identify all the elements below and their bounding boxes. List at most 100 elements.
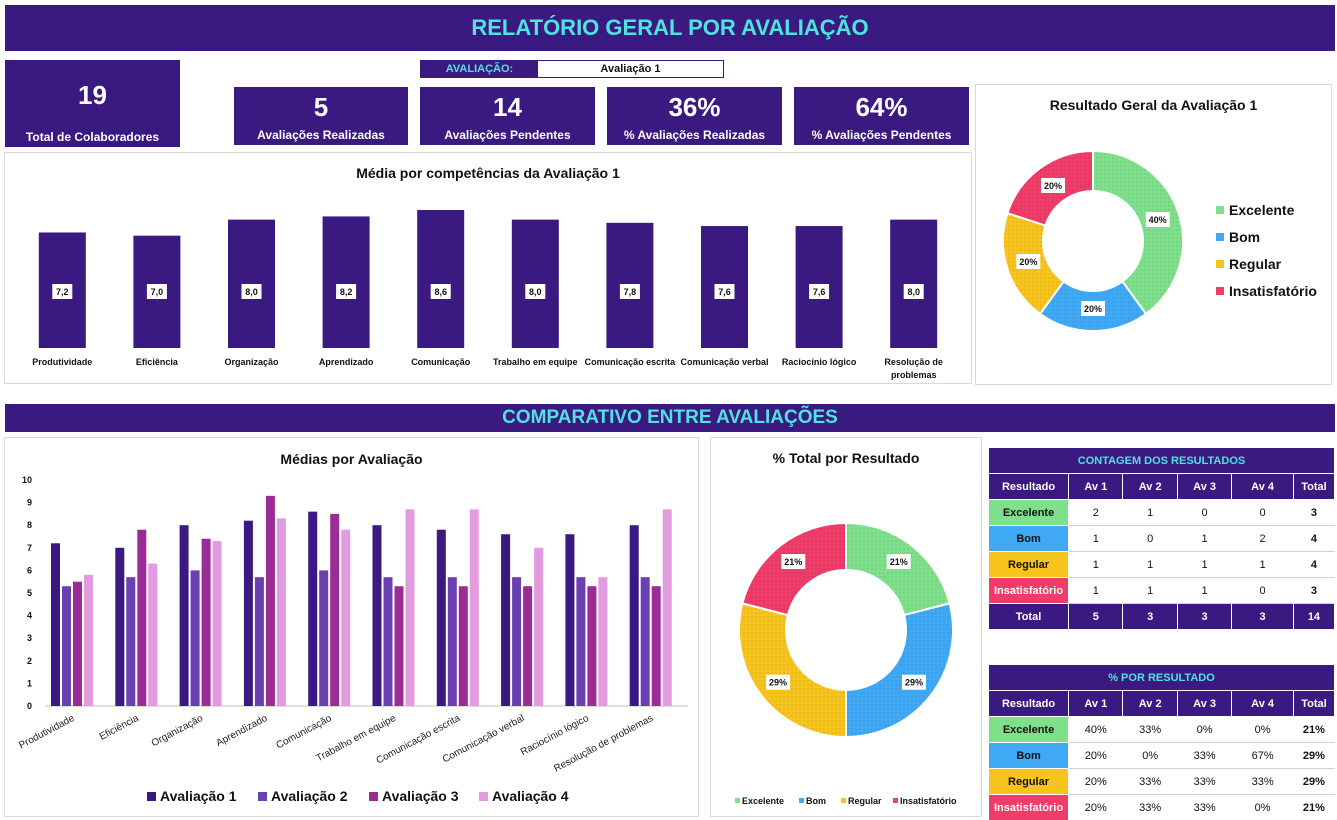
table-cell: 4 [1292, 551, 1336, 578]
column-header: Av 3 [1176, 690, 1233, 717]
x-tick-label: Eficiência [98, 713, 141, 743]
competencias-chart-panel: Média por competências da Avaliação 1 7,… [4, 152, 972, 384]
chart-title: % Total por Resultado [772, 450, 920, 466]
data-label: 8,2 [336, 284, 357, 299]
competencias-bar-chart: 7,2 Produtividade 7,0 Eficiência 8,0 Organiza… [32, 210, 943, 380]
kpi-avaliacoes-realizadas: 5 Avaliações Realizadas [234, 87, 408, 145]
bar [190, 570, 200, 706]
svg-text:7,8: 7,8 [624, 287, 637, 297]
y-tick-label: 6 [27, 565, 32, 575]
bar [534, 547, 544, 706]
column-header: Av 1 [1068, 473, 1124, 500]
slice-excelente [1092, 149, 1184, 316]
kpi-value: 19 [78, 80, 107, 110]
bar [417, 210, 465, 348]
row-label: Bom [987, 742, 1070, 769]
bar [228, 219, 275, 348]
svg-text:20%: 20% [1044, 181, 1062, 191]
filter-select[interactable]: Avaliação 1 [538, 61, 723, 77]
svg-text:Avaliação 4: Avaliação 4 [492, 788, 569, 804]
table-cell: 0 [1231, 577, 1294, 604]
table-cell: 1 [1176, 551, 1233, 578]
column-header: Resultado [987, 690, 1070, 717]
data-label: 8,0 [241, 284, 262, 299]
svg-text:8,0: 8,0 [907, 287, 920, 297]
svg-text:Insatisfatório: Insatisfatório [900, 796, 957, 806]
bar [276, 518, 286, 706]
filter-label: AVALIAÇÃO: [421, 61, 538, 77]
slice-label: 21% [781, 554, 806, 570]
data-label: 8,6 [430, 284, 451, 299]
svg-text:8,0: 8,0 [245, 287, 258, 297]
data-label: 7,2 [52, 284, 73, 299]
bar [265, 495, 275, 706]
svg-text:7,6: 7,6 [718, 287, 731, 297]
legend-swatch [1216, 233, 1224, 241]
bar [322, 216, 370, 348]
table-cell: 40% [1068, 716, 1124, 743]
resultado-geral-donut: 40% 20% 20% 20% Excelente Bom Regular Insatisfa… [1002, 149, 1317, 332]
svg-text:7,2: 7,2 [56, 287, 69, 297]
x-tick-label: Produtividade [17, 713, 77, 752]
tick-label: Aprendizado [319, 357, 374, 367]
legend-item: Avaliação 2 [258, 788, 348, 804]
slice-label: 20% [1041, 177, 1066, 193]
bar [501, 534, 511, 706]
table-cell: 0% [1176, 716, 1233, 743]
y-tick-label: 0 [27, 701, 32, 711]
bar [523, 586, 533, 706]
legend-item: Avaliação 3 [369, 788, 459, 804]
tick-label: Eficiência [136, 357, 179, 367]
bar [73, 581, 82, 706]
legend-label: Excelente [1229, 202, 1295, 218]
bar [341, 529, 351, 706]
table-row: Insatisfatório 1 1 1 0 3 [987, 577, 1336, 604]
bar [576, 577, 586, 706]
header-banner: RELATÓRIO GERAL POR AVALIAÇÃO [5, 5, 1335, 51]
row-label: Insatisfatório [987, 577, 1070, 604]
table-cell: 1 [1231, 551, 1294, 578]
table-cell: 33% [1122, 716, 1178, 743]
kpi-label: % Avaliações Pendentes [811, 128, 952, 142]
y-tick-label: 4 [27, 611, 32, 621]
table-cell: 1 [1068, 551, 1124, 578]
table-cell: 21% [1292, 716, 1336, 743]
svg-text:40%: 40% [1149, 215, 1167, 225]
table-cell: 0 [1231, 499, 1294, 526]
y-tick-label: 3 [27, 633, 32, 643]
svg-text:Excelente: Excelente [742, 796, 784, 806]
total-resultado-panel: % Total por Resultado 21% 29% 29% 21% Excele… [710, 437, 982, 817]
tick-label: Raciocínio lógico [782, 357, 857, 367]
total-row: Total 5 3 3 3 14 [987, 603, 1336, 630]
svg-text:20%: 20% [1019, 257, 1037, 267]
svg-text:Avaliação 3: Avaliação 3 [382, 788, 459, 804]
table-row: Excelente 40% 33% 0% 0% 21% [987, 716, 1336, 743]
kpi-pct-realizadas: 36% % Avaliações Realizadas [607, 87, 782, 145]
column-header: Av 2 [1122, 473, 1178, 500]
tick-label: Comunicação verbal [680, 357, 768, 367]
svg-text:29%: 29% [905, 678, 923, 688]
row-label: Bom [987, 525, 1070, 552]
bar [469, 509, 479, 706]
table-cell: 3 [1292, 577, 1336, 604]
kpi-label: % Avaliações Realizadas [623, 128, 766, 142]
table-cell: 33% [1231, 768, 1294, 795]
total-cell: 3 [1122, 603, 1178, 630]
resultado-geral-panel: Resultado Geral da Avaliação 1 40% 20% 20%… [975, 84, 1332, 385]
kpi-avaliacoes-pendentes: 14 Avaliações Pendentes [420, 87, 595, 145]
legend-item: Avaliação 4 [479, 788, 569, 804]
bar [62, 586, 71, 706]
svg-text:7,6: 7,6 [813, 287, 826, 297]
table-cell: 21% [1292, 794, 1336, 820]
table-row: Bom 1 0 1 2 4 [987, 525, 1336, 552]
bar [126, 577, 136, 706]
legend-item: Avaliação 1 [147, 788, 237, 804]
bar [84, 574, 93, 706]
column-header: Av 4 [1231, 473, 1294, 500]
table-cell: 2 [1068, 499, 1124, 526]
row-label: Regular [987, 551, 1070, 578]
evaluation-filter[interactable]: AVALIAÇÃO: Avaliação 1 [420, 60, 724, 78]
tick-label: Trabalho em equipe [493, 357, 578, 367]
table-cell: 33% [1176, 794, 1233, 820]
svg-text:29%: 29% [769, 678, 787, 688]
